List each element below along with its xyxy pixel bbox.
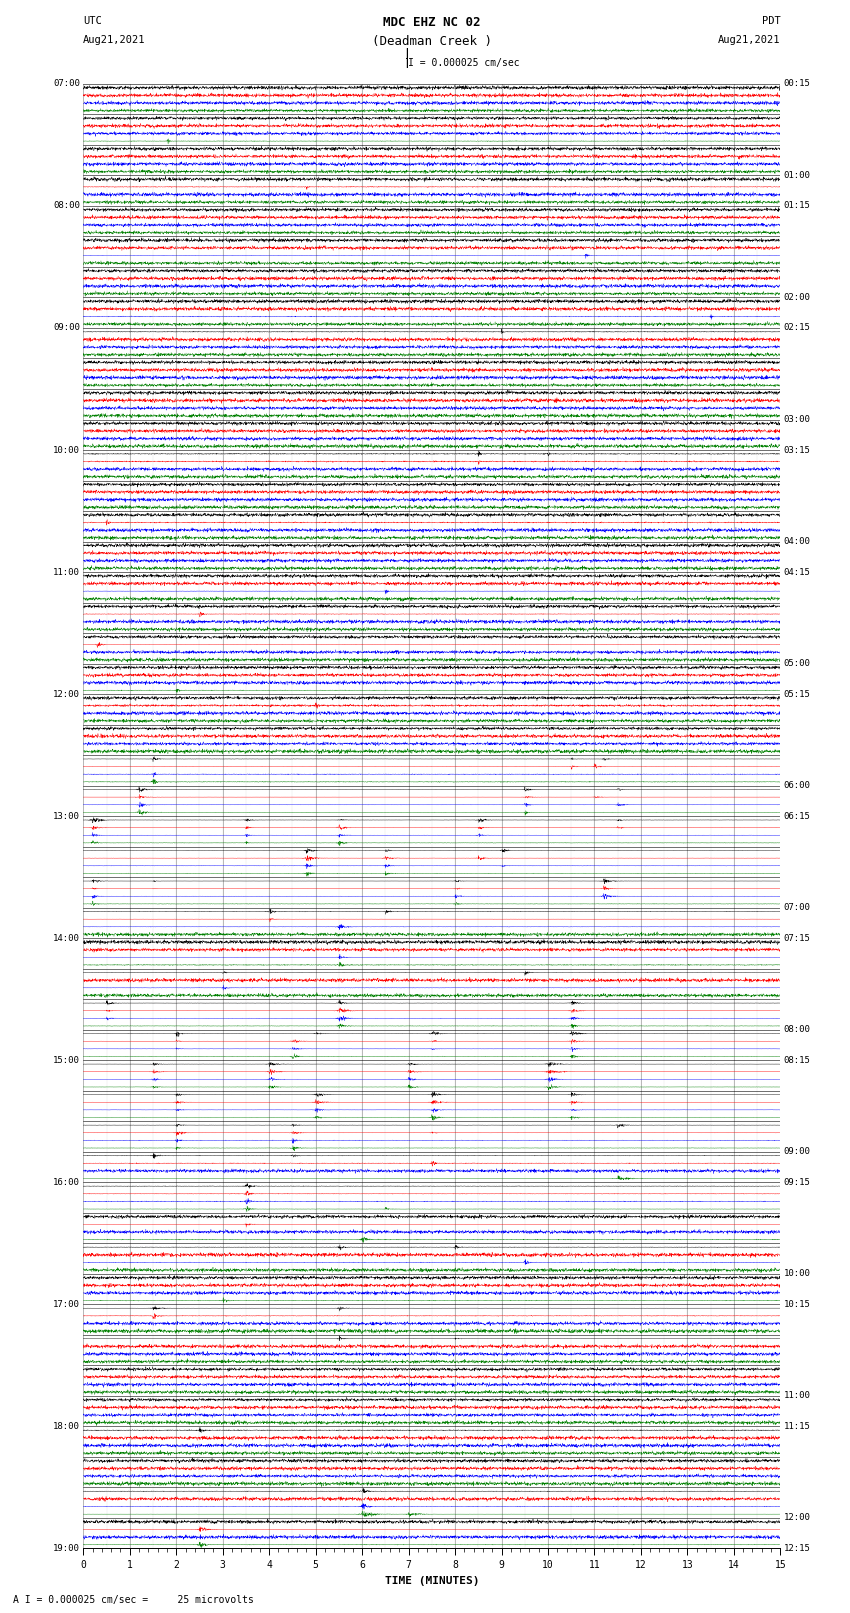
Text: I = 0.000025 cm/sec: I = 0.000025 cm/sec bbox=[408, 58, 519, 68]
Text: PDT: PDT bbox=[762, 16, 780, 26]
Text: 16:00: 16:00 bbox=[53, 1177, 80, 1187]
Text: 01:15: 01:15 bbox=[784, 202, 811, 210]
Text: 06:00: 06:00 bbox=[784, 781, 811, 790]
Text: 18:00: 18:00 bbox=[53, 1423, 80, 1431]
Text: Aug21,2021: Aug21,2021 bbox=[717, 35, 780, 45]
Text: 07:00: 07:00 bbox=[53, 79, 80, 89]
Text: 09:15: 09:15 bbox=[784, 1177, 811, 1187]
Text: 09:00: 09:00 bbox=[53, 324, 80, 332]
Text: 11:00: 11:00 bbox=[53, 568, 80, 576]
X-axis label: TIME (MINUTES): TIME (MINUTES) bbox=[384, 1576, 479, 1586]
Text: 05:15: 05:15 bbox=[784, 690, 811, 698]
Text: 02:00: 02:00 bbox=[784, 294, 811, 302]
Text: 10:00: 10:00 bbox=[784, 1269, 811, 1279]
Text: 10:00: 10:00 bbox=[53, 445, 80, 455]
Text: 12:15: 12:15 bbox=[784, 1544, 811, 1553]
Text: 07:15: 07:15 bbox=[784, 934, 811, 942]
Text: Aug21,2021: Aug21,2021 bbox=[83, 35, 146, 45]
Text: 11:15: 11:15 bbox=[784, 1423, 811, 1431]
Text: 19:00: 19:00 bbox=[53, 1544, 80, 1553]
Text: 12:00: 12:00 bbox=[53, 690, 80, 698]
Text: MDC EHZ NC 02: MDC EHZ NC 02 bbox=[383, 16, 480, 29]
Text: A I = 0.000025 cm/sec =     25 microvolts: A I = 0.000025 cm/sec = 25 microvolts bbox=[13, 1595, 253, 1605]
Text: 05:00: 05:00 bbox=[784, 660, 811, 668]
Text: 10:15: 10:15 bbox=[784, 1300, 811, 1308]
Text: 04:00: 04:00 bbox=[784, 537, 811, 547]
Text: 03:00: 03:00 bbox=[784, 415, 811, 424]
Text: 15:00: 15:00 bbox=[53, 1057, 80, 1065]
Text: 08:00: 08:00 bbox=[784, 1026, 811, 1034]
Text: 14:00: 14:00 bbox=[53, 934, 80, 942]
Text: 03:15: 03:15 bbox=[784, 445, 811, 455]
Text: 08:15: 08:15 bbox=[784, 1057, 811, 1065]
Text: 11:00: 11:00 bbox=[784, 1392, 811, 1400]
Text: 12:00: 12:00 bbox=[784, 1513, 811, 1523]
Text: 07:00: 07:00 bbox=[784, 903, 811, 913]
Text: (Deadman Creek ): (Deadman Creek ) bbox=[371, 35, 492, 48]
Text: 17:00: 17:00 bbox=[53, 1300, 80, 1308]
Text: 09:00: 09:00 bbox=[784, 1147, 811, 1157]
Text: 13:00: 13:00 bbox=[53, 811, 80, 821]
Text: 02:15: 02:15 bbox=[784, 324, 811, 332]
Text: UTC: UTC bbox=[83, 16, 102, 26]
Text: 08:00: 08:00 bbox=[53, 202, 80, 210]
Text: 00:15: 00:15 bbox=[784, 79, 811, 89]
Text: 06:15: 06:15 bbox=[784, 811, 811, 821]
Text: 04:15: 04:15 bbox=[784, 568, 811, 576]
Text: 01:00: 01:00 bbox=[784, 171, 811, 181]
